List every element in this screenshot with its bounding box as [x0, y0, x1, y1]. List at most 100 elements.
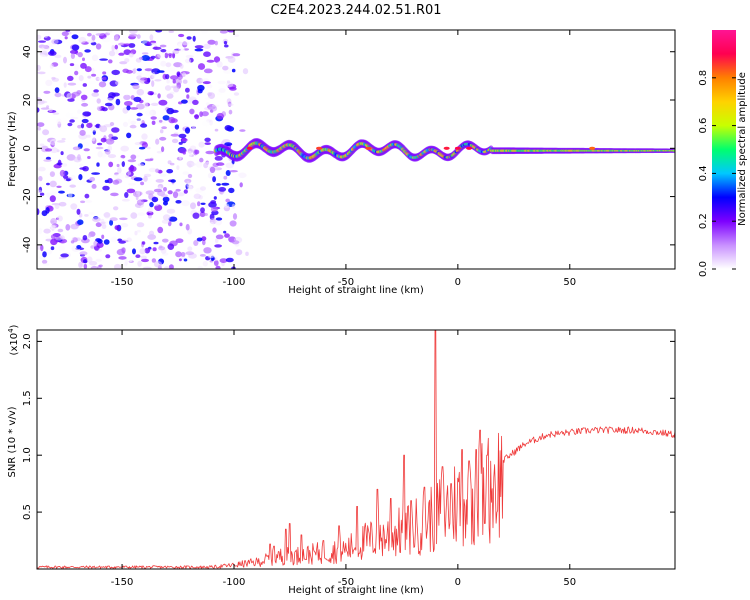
- colorbar-tick-label: 0.6: [698, 118, 709, 134]
- noise-blob: [50, 56, 56, 62]
- noise-blob: [71, 44, 80, 51]
- noise-blob: [176, 165, 180, 170]
- noise-blob: [96, 162, 100, 167]
- noise-blob: [213, 196, 217, 200]
- noise-blob: [214, 256, 218, 262]
- noise-blob: [66, 93, 73, 100]
- noise-blob: [44, 148, 53, 152]
- noise-blob: [221, 182, 230, 186]
- noise-blob: [50, 147, 59, 154]
- noise-blob: [151, 196, 159, 203]
- noise-blob: [97, 151, 103, 158]
- noise-blob: [104, 179, 109, 183]
- noise-blob: [90, 265, 99, 269]
- noise-blob: [126, 132, 132, 139]
- noise-blob: [79, 251, 88, 256]
- top-x-tick-label: -100: [223, 277, 246, 288]
- noise-blob: [151, 72, 156, 79]
- noise-blob: [170, 179, 176, 183]
- noise-blob: [37, 179, 41, 183]
- noise-blob: [84, 193, 90, 199]
- noise-blob: [127, 171, 132, 176]
- noise-blob: [45, 249, 53, 255]
- noise-blob: [135, 193, 139, 201]
- noise-blob: [205, 102, 210, 106]
- noise-blob: [192, 99, 199, 105]
- noise-blob: [136, 88, 145, 96]
- noise-blob: [185, 54, 194, 59]
- bottom-y-axis-label: SNR (10 * v/v): [7, 406, 18, 477]
- noise-blob: [91, 67, 95, 74]
- noise-blob: [108, 161, 114, 168]
- noise-blob: [129, 107, 139, 110]
- noise-blob: [128, 182, 137, 186]
- noise-blob: [139, 248, 146, 255]
- noise-blob: [209, 166, 216, 173]
- noise-blob: [238, 172, 247, 179]
- noise-blob: [39, 192, 45, 196]
- noise-blob: [231, 240, 240, 245]
- noise-blob: [138, 79, 146, 83]
- noise-blob: [153, 188, 163, 193]
- noise-blob: [101, 107, 108, 112]
- noise-blob: [155, 138, 160, 145]
- noise-blob: [136, 116, 145, 124]
- noise-blob: [118, 52, 125, 56]
- noise-blob: [223, 40, 228, 45]
- noise-blob: [130, 120, 137, 125]
- noise-blob: [186, 94, 190, 99]
- noise-blob: [120, 223, 129, 228]
- noise-blob: [222, 139, 231, 144]
- noise-blob: [56, 118, 62, 125]
- noise-blob: [78, 174, 83, 181]
- noise-blob: [89, 80, 96, 85]
- noise-blob: [46, 182, 50, 186]
- noise-blob: [41, 210, 48, 217]
- noise-blob: [99, 58, 108, 61]
- noise-blob: [103, 239, 110, 245]
- band-hotspot: [589, 146, 596, 150]
- noise-blob: [200, 186, 206, 191]
- noise-blob: [173, 86, 180, 93]
- noise-blob: [172, 191, 179, 199]
- noise-blob: [181, 72, 187, 78]
- noise-blob: [67, 122, 73, 127]
- noise-blob: [37, 208, 40, 215]
- noise-blob: [51, 224, 57, 228]
- noise-blob: [89, 177, 96, 182]
- colorbar-tick-label: 0.0: [698, 261, 709, 277]
- noise-blob: [155, 179, 164, 183]
- noise-blob: [192, 212, 200, 219]
- noise-blob: [239, 129, 246, 132]
- noise-blob: [192, 125, 196, 130]
- noise-blob: [134, 230, 138, 236]
- noise-blob: [140, 181, 145, 186]
- noise-blob: [153, 261, 163, 268]
- noise-blob: [207, 172, 214, 179]
- band-hotspot: [443, 146, 450, 150]
- noise-blob: [227, 56, 236, 63]
- band-hotspot: [365, 146, 372, 150]
- noise-blob: [167, 183, 176, 186]
- noise-blob: [216, 112, 224, 120]
- noise-blob: [54, 87, 60, 93]
- noise-blob: [200, 207, 205, 214]
- noise-blob: [91, 136, 96, 142]
- noise-blob: [70, 49, 78, 55]
- noise-blob: [146, 146, 151, 150]
- noise-blob: [97, 77, 104, 80]
- noise-blob: [213, 56, 221, 63]
- y-scale-label: (x104): [7, 324, 20, 355]
- noise-blob: [95, 146, 104, 150]
- snr-panel: -150 -100 -50 0 50 0.5 1.0 1.5 2.0 Height of st…: [7, 324, 676, 596]
- noise-blob: [91, 92, 99, 97]
- noise-blob: [224, 125, 232, 131]
- noise-blob: [166, 169, 174, 174]
- noise-blob: [61, 163, 68, 167]
- noise-blob: [69, 63, 75, 67]
- noise-blob: [37, 71, 46, 75]
- noise-blob: [217, 80, 227, 85]
- noise-blob: [181, 200, 190, 207]
- noise-blob: [157, 93, 161, 99]
